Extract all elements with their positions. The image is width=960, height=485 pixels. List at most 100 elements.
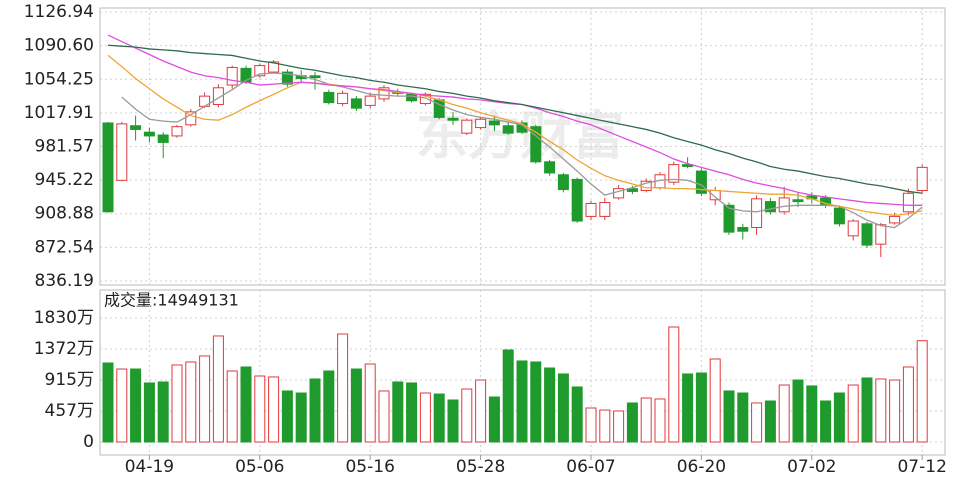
volume-bar (640, 397, 652, 443)
candle-body (737, 227, 749, 232)
candle-body (875, 224, 887, 245)
candle-body (171, 126, 183, 137)
volume-bar (254, 375, 266, 443)
volume-bar (447, 399, 459, 443)
candle-body (185, 111, 197, 126)
candle-body (571, 178, 583, 222)
candle-body (378, 87, 390, 100)
y-tick-label: 1830万 (34, 308, 94, 328)
volume-bar (406, 382, 418, 443)
y-tick-label: 1054.25 (24, 69, 94, 89)
volume-bar (433, 393, 445, 443)
volume-bar (695, 372, 707, 443)
candle-body (916, 166, 928, 192)
candle-body (902, 192, 914, 213)
volume-bar (751, 402, 763, 443)
volume-bar (268, 376, 280, 443)
y-tick-label: 908.88 (35, 204, 94, 224)
volume-bar (833, 392, 845, 443)
candle-body (130, 125, 142, 130)
candle-body (751, 198, 763, 229)
candle-body (847, 220, 859, 237)
candle-body (557, 174, 569, 191)
volume-bar (212, 335, 224, 443)
y-tick-label: 0 (83, 432, 94, 452)
volume-bar (502, 349, 514, 443)
volume-bar (861, 377, 873, 443)
candle-body (309, 75, 321, 79)
volume-bar (199, 355, 211, 443)
y-tick-label: 836.19 (35, 271, 94, 291)
volume-bar (240, 366, 252, 443)
volume-bar (392, 381, 404, 443)
volume-bar (875, 378, 887, 443)
volume-bar (323, 370, 335, 443)
candle-body (281, 71, 293, 85)
volume-bar (157, 381, 169, 443)
candle-body (406, 93, 418, 102)
x-tick-label: 07-02 (787, 457, 836, 477)
volume-bar (778, 384, 790, 443)
volume-bar (130, 368, 142, 443)
y-tick-label: 1126.94 (24, 2, 94, 22)
volume-bar (737, 392, 749, 443)
candle-body (764, 201, 776, 213)
volume-bar (626, 402, 638, 443)
volume-bar (654, 398, 666, 443)
candle-body (461, 119, 473, 134)
volume-bar (419, 392, 431, 443)
candle-body (668, 164, 680, 183)
candle-body (585, 202, 597, 217)
candle-body (337, 92, 349, 105)
volume-bar (475, 379, 487, 443)
x-tick-label: 05-16 (345, 457, 394, 477)
x-tick-label: 06-20 (677, 457, 726, 477)
y-tick-label: 872.54 (35, 237, 94, 257)
y-tick-label: 1090.60 (24, 36, 94, 56)
volume-bar (889, 379, 901, 443)
volume-bar (544, 367, 556, 443)
x-tick-label: 05-28 (456, 457, 505, 477)
volume-bar (668, 326, 680, 443)
candle-body (254, 65, 266, 77)
volume-bar (337, 333, 349, 443)
volume-bar (792, 379, 804, 443)
watermark: 东方财富 (416, 107, 624, 167)
candle-body (599, 202, 611, 217)
candle-body (709, 190, 721, 201)
candle-body (364, 95, 376, 106)
volume-bar (116, 368, 128, 443)
volume-bar (820, 400, 832, 443)
volume-bar (613, 410, 625, 443)
volume-bar (806, 385, 818, 443)
volume-bar (378, 390, 390, 443)
candle-body (116, 123, 128, 181)
x-tick-label: 07-12 (897, 457, 946, 477)
x-tick-label: 05-06 (235, 457, 284, 477)
volume-bar (516, 360, 528, 443)
volume-bar (281, 390, 293, 443)
ma-line (107, 54, 923, 217)
volume-bar (585, 407, 597, 443)
candle-body (695, 170, 707, 194)
candle-body (544, 161, 556, 174)
volume-bar (461, 388, 473, 443)
volume-bar (599, 409, 611, 443)
candle-body (502, 125, 514, 134)
y-tick-label: 945.22 (35, 170, 94, 190)
candle-body (723, 204, 735, 233)
volume-bar (571, 386, 583, 443)
volume-bar (309, 378, 321, 443)
volume-bar (171, 364, 183, 443)
candle-body (530, 126, 542, 163)
candle-body (792, 199, 804, 203)
volume-title: 成交量:14949131 (104, 291, 239, 310)
x-tick-label: 06-07 (566, 457, 615, 477)
volume-bar (226, 370, 238, 443)
volume-bar (723, 390, 735, 443)
volume-bar (102, 362, 114, 443)
candle-body (157, 134, 169, 143)
y-tick-label: 981.57 (35, 136, 94, 156)
volume-bar (143, 382, 155, 443)
candle-body (626, 188, 638, 192)
